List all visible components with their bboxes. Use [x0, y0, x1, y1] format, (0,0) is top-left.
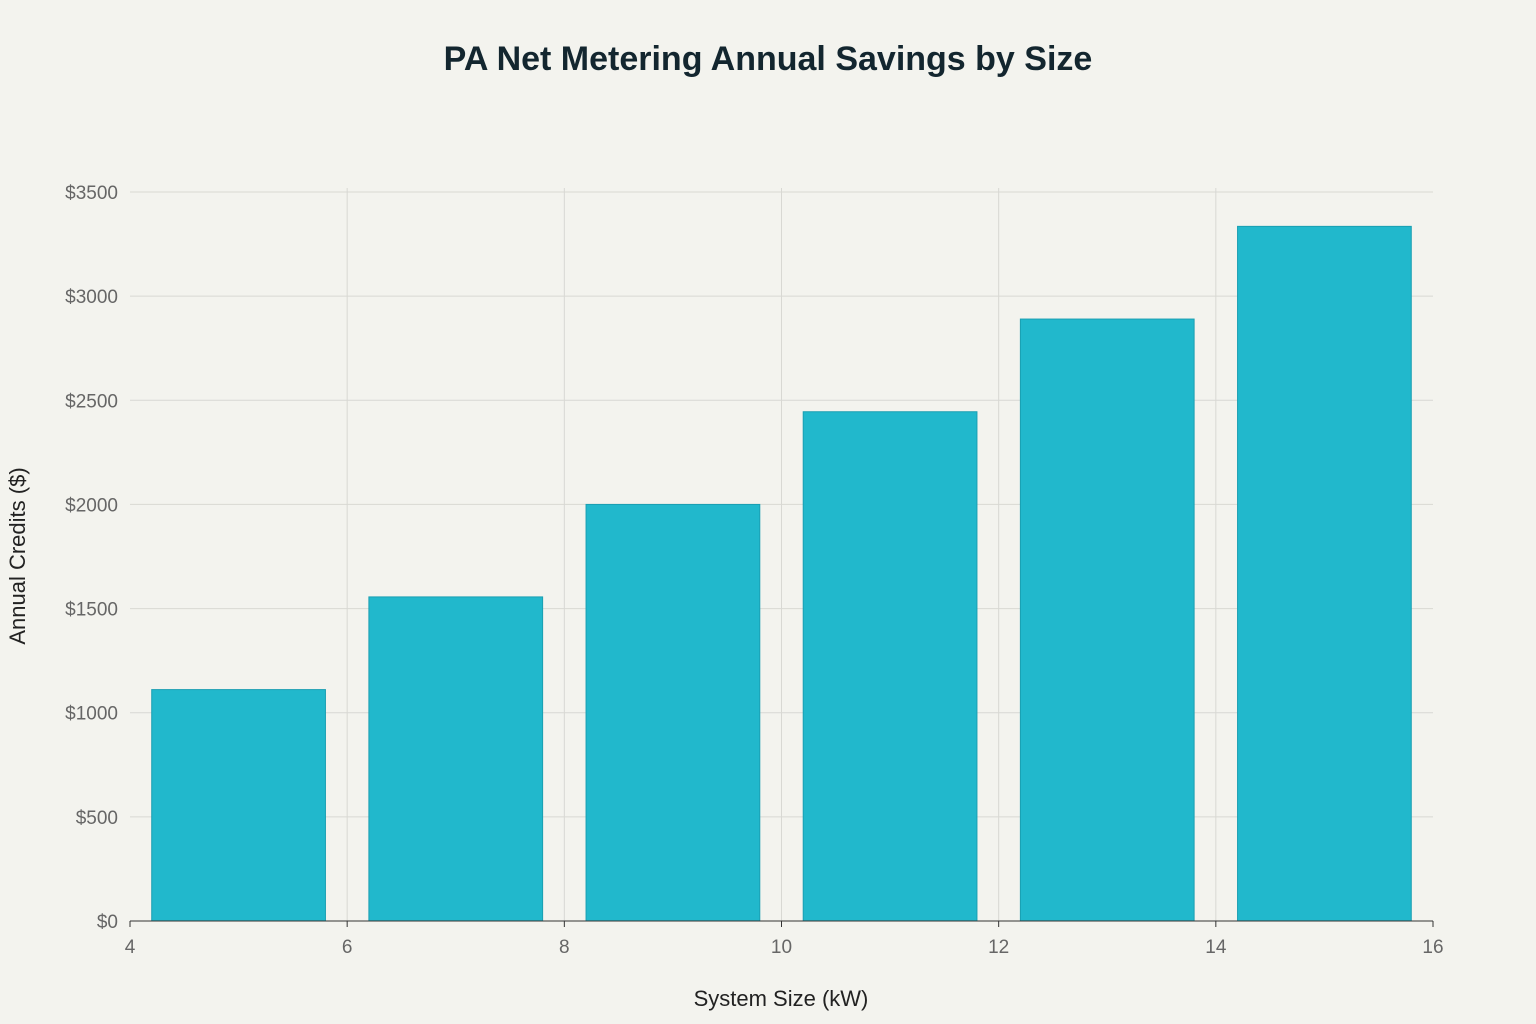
y-axis-label: Annual Credits ($) — [5, 467, 30, 644]
bar-7kw — [368, 596, 544, 922]
x-tick-label: 8 — [559, 937, 570, 958]
axes: $0 $500 $1000 $1500 $2000 $2500 $3000 $3500 4 6 8 1… — [65, 183, 1443, 958]
x-axis-label: System Size (kW) — [694, 986, 869, 1011]
bars — [151, 225, 1412, 922]
y-tick-label: $2000 — [65, 495, 118, 516]
bar-11kw — [802, 411, 978, 922]
x-tick-label: 16 — [1422, 937, 1443, 958]
chart-title: PA Net Metering Annual Savings by Size — [443, 40, 1093, 78]
y-tick-label: $1000 — [65, 704, 118, 725]
y-tick-label: $1500 — [65, 600, 118, 621]
x-tick-label: 12 — [988, 937, 1009, 958]
y-tick-label: $3000 — [65, 287, 118, 308]
bar-15kw — [1237, 225, 1412, 922]
bar-5kw — [151, 689, 326, 922]
x-tick-label: 10 — [771, 937, 792, 958]
x-tick-label: 6 — [342, 937, 353, 958]
y-tick-label: $3500 — [65, 183, 118, 204]
y-tick-label: $2500 — [65, 391, 118, 412]
y-tick-label: $0 — [97, 912, 118, 933]
y-tick-label: $500 — [76, 808, 118, 829]
bar-13kw — [1019, 318, 1195, 922]
x-tick-label: 4 — [125, 937, 136, 958]
gridlines — [130, 188, 1433, 921]
bar-9kw — [585, 503, 761, 922]
x-tick-label: 14 — [1205, 937, 1227, 958]
